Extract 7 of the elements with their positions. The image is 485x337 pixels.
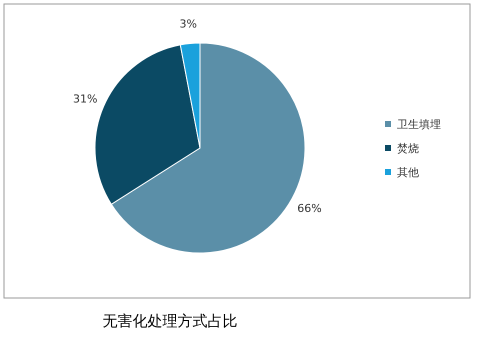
legend-label: 卫生填埋	[397, 118, 441, 131]
legend-label: 焚烧	[397, 142, 419, 155]
data-label: 66%	[297, 202, 322, 216]
data-label: 31%	[73, 92, 98, 106]
legend-label: 其他	[397, 166, 419, 179]
data-label: 3%	[180, 18, 197, 31]
text: 无害化处理方式占比	[102, 312, 238, 330]
